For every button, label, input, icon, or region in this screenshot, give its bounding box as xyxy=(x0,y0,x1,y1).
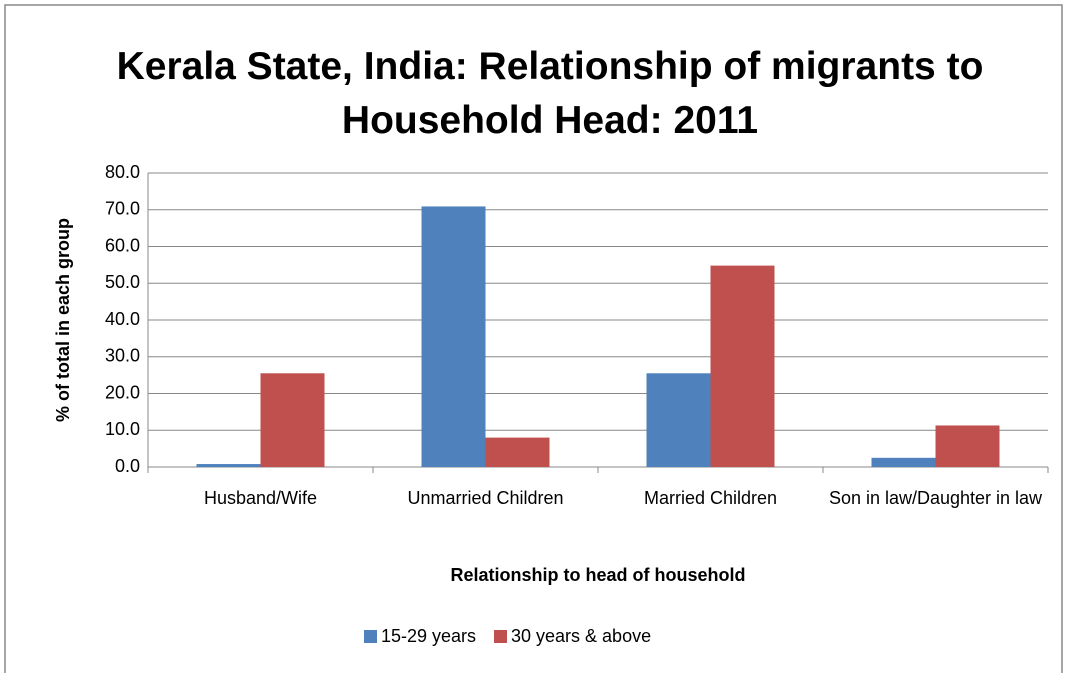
bar xyxy=(871,457,936,467)
y-tick-label: 80.0 xyxy=(105,162,140,182)
y-tick-label: 20.0 xyxy=(105,382,140,402)
legend-swatch xyxy=(494,630,507,643)
bar xyxy=(646,373,711,467)
x-tick-label: Unmarried Children xyxy=(407,488,564,508)
bar xyxy=(935,425,1000,467)
legend-label: 30 years & above xyxy=(511,626,651,646)
y-axis-label: % of total in each group xyxy=(53,218,73,422)
y-tick-label: 40.0 xyxy=(105,309,140,329)
frame xyxy=(4,4,1063,673)
y-tick-label: 10.0 xyxy=(105,419,140,439)
y-tick-label: 50.0 xyxy=(105,272,140,292)
y-tick-label: 70.0 xyxy=(105,199,140,219)
bar xyxy=(260,373,325,467)
x-tick-label: Married Children xyxy=(643,488,778,508)
y-tick-label: 30.0 xyxy=(105,346,140,366)
x-tick-label: Son in law/Daughter in law xyxy=(828,488,1043,508)
bar xyxy=(421,206,486,467)
bar xyxy=(710,265,775,467)
y-tick-label: 60.0 xyxy=(105,235,140,255)
y-tick-label: 0.0 xyxy=(115,456,140,476)
legend-swatch xyxy=(364,630,377,643)
bar xyxy=(485,437,550,467)
chart-title: Kerala State, India: Relationship of mig… xyxy=(116,45,984,142)
x-axis-label: Relationship to head of household xyxy=(450,565,746,585)
bar xyxy=(196,464,261,467)
legend-label: 15-29 years xyxy=(381,626,476,646)
x-tick-label: Husband/Wife xyxy=(203,488,318,508)
